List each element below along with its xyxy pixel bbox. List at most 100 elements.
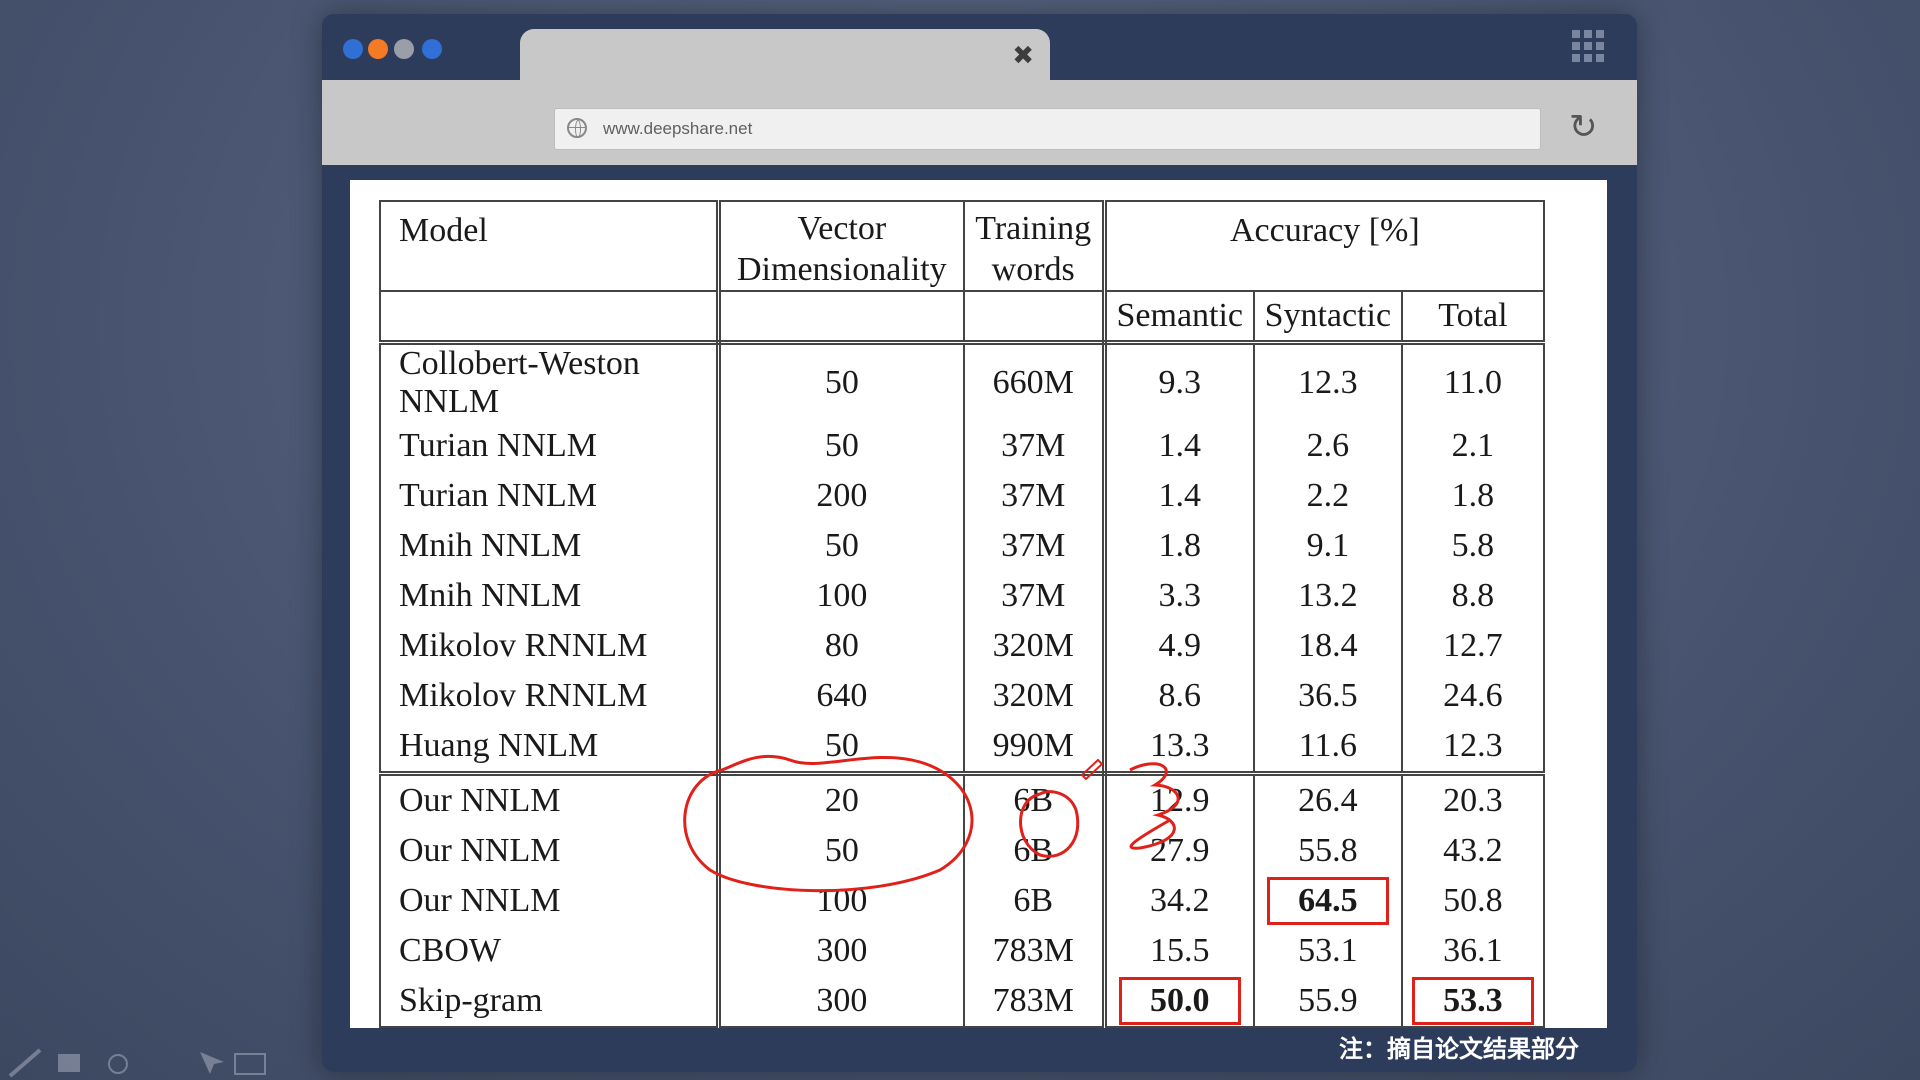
footnote: 注：摘自论文结果部分	[1339, 1035, 1579, 1063]
window-control-dot[interactable]	[368, 39, 388, 59]
browser-window: ✖ www.deepshare.net ↻ Model Vector Dimen…	[322, 14, 1637, 1072]
training-words-cell: 6B	[963, 876, 1107, 926]
semantic-cell: 34.2	[1104, 876, 1255, 926]
semantic-cell: 27.9	[1104, 826, 1255, 876]
training-words-cell: 37M	[963, 571, 1107, 621]
syntactic-cell: 55.9	[1253, 976, 1403, 1027]
training-words-cell: 320M	[963, 621, 1107, 671]
total-cell: 36.1	[1443, 932, 1503, 969]
syntactic-cell: 26.4	[1253, 773, 1403, 826]
subheader-syntactic: Syntactic	[1253, 290, 1403, 345]
table-header-row: Model Vector Dimensionality Training wor…	[380, 201, 1544, 292]
model-cell: Our NNLM	[380, 773, 721, 826]
total-cell: 1.8	[1451, 477, 1495, 514]
total-cell: 43.2	[1443, 832, 1503, 869]
syntactic-cell: 55.8	[1253, 826, 1403, 876]
highlighter-tool-icon	[58, 1054, 80, 1072]
header-vector-dimensionality: Vector Dimensionality	[718, 201, 965, 292]
model-cell: Mikolov RNNLM	[380, 621, 721, 671]
vector-dim-cell: 50	[718, 521, 965, 571]
model-cell: Turian NNLM	[380, 471, 721, 521]
reload-icon[interactable]: ↻	[1569, 107, 1598, 147]
subheader-empty	[718, 291, 965, 345]
hand-drawn-scribble-annotation	[1129, 762, 1180, 850]
table-row: Mnih NNLM 50 37M 1.8 9.1 5.8	[380, 521, 1544, 571]
window-control-dot[interactable]	[343, 39, 363, 59]
highlighted-best-value: 64.5	[1267, 877, 1389, 925]
model-cell: Mnih NNLM	[380, 521, 721, 571]
title-bar: ✖	[322, 14, 1637, 84]
table-row: Skip-gram 300 783M 50.0 55.9 53.3	[380, 976, 1544, 1027]
table-row: Mikolov RNNLM 80 320M 4.9 18.4 12.7	[380, 621, 1544, 671]
hand-drawn-circle-annotation	[1019, 790, 1080, 858]
model-cell: Collobert-Weston NNLM	[380, 342, 721, 421]
vector-dim-cell: 20	[718, 773, 965, 826]
training-words-cell: 37M	[963, 471, 1107, 521]
model-cell: Mnih NNLM	[380, 571, 721, 621]
table-subheader-row: Semantic Syntactic Total	[380, 290, 1544, 345]
browser-toolbar: www.deepshare.net ↻	[322, 80, 1637, 165]
syntactic-cell: 2.2	[1253, 471, 1403, 521]
semantic-cell: 3.3	[1104, 571, 1255, 621]
window-control-dot[interactable]	[422, 39, 442, 59]
address-bar[interactable]: www.deepshare.net	[554, 108, 1541, 150]
presentation-toolbar	[8, 1048, 266, 1078]
vector-dim-cell: 50	[718, 342, 965, 421]
syntactic-cell: 18.4	[1253, 621, 1403, 671]
table-row: Our NNLM 100 6B 34.2 64.5 50.8	[380, 876, 1544, 926]
header-training-words: Training words	[963, 201, 1107, 292]
browser-tab[interactable]: ✖	[520, 29, 1050, 84]
total-cell: 2.1	[1451, 427, 1495, 464]
total-cell: 5.8	[1451, 527, 1495, 564]
header-vector-line2: Dimensionality	[737, 251, 947, 288]
pen-cursor-icon	[1080, 758, 1104, 781]
semantic-cell: 8.6	[1104, 671, 1255, 721]
window-control-dot[interactable]	[394, 39, 414, 59]
vector-dim-cell: 300	[718, 976, 965, 1027]
header-vector-line1: Vector	[797, 210, 887, 247]
model-cell: Skip-gram	[380, 976, 721, 1027]
annotation-overlay	[683, 754, 1180, 893]
total-cell: 11.0	[1443, 364, 1503, 401]
page-content: Model Vector Dimensionality Training wor…	[350, 180, 1607, 1028]
header-training-line2: words	[991, 251, 1075, 288]
table-row: CBOW 300 783M 15.5 53.1 36.1	[380, 926, 1544, 976]
model-cell: Turian NNLM	[380, 421, 721, 471]
syntactic-cell: 2.6	[1253, 421, 1403, 471]
training-words-cell: 783M	[963, 976, 1107, 1027]
pointer-tool-icon	[200, 1052, 224, 1074]
model-cell: Our NNLM	[380, 826, 721, 876]
url-text[interactable]: www.deepshare.net	[603, 119, 753, 138]
pen-tool-icon	[8, 1048, 42, 1078]
vector-dim-cell: 200	[718, 471, 965, 521]
apps-grid-icon[interactable]	[1572, 30, 1604, 62]
vector-dim-cell: 100	[718, 571, 965, 621]
training-words-cell: 990M	[963, 721, 1107, 776]
hand-drawn-circle-annotation	[683, 754, 974, 893]
eraser-tool-icon	[108, 1054, 128, 1074]
close-icon[interactable]: ✖	[1012, 41, 1034, 71]
results-table: Model Vector Dimensionality Training wor…	[379, 200, 1545, 1028]
vector-dim-cell: 80	[718, 621, 965, 671]
training-words-cell: 37M	[963, 521, 1107, 571]
syntactic-cell: 12.3	[1253, 342, 1403, 421]
subheader-semantic: Semantic	[1104, 290, 1255, 345]
semantic-cell: 9.3	[1104, 342, 1255, 421]
table-body: Collobert-Weston NNLM 50 660M 9.3 12.3 11.0 Tu…	[380, 342, 1544, 1027]
semantic-cell: 50.0	[1104, 976, 1255, 1027]
syntactic-cell: 36.5	[1253, 671, 1403, 721]
syntactic-cell: 13.2	[1253, 571, 1403, 621]
table-row: Turian NNLM 50 37M 1.4 2.6 2.1	[380, 421, 1544, 471]
syntactic-cell: 9.1	[1253, 521, 1403, 571]
model-cell: Mikolov RNNLM	[380, 671, 721, 721]
semantic-cell: 1.4	[1104, 471, 1255, 521]
table-row: Our NNLM 50 6B 27.9 55.8 43.2	[380, 826, 1544, 876]
semantic-cell: 1.8	[1104, 521, 1255, 571]
semantic-cell: 15.5	[1104, 926, 1255, 976]
training-words-cell: 660M	[963, 342, 1107, 421]
table-row: Our NNLM 20 6B 12.9 26.4 20.3	[380, 773, 1544, 826]
subheader-total: Total	[1401, 290, 1544, 345]
screen-tool-icon	[234, 1053, 266, 1075]
total-cell: 12.7	[1443, 627, 1503, 664]
semantic-cell: 4.9	[1104, 621, 1255, 671]
